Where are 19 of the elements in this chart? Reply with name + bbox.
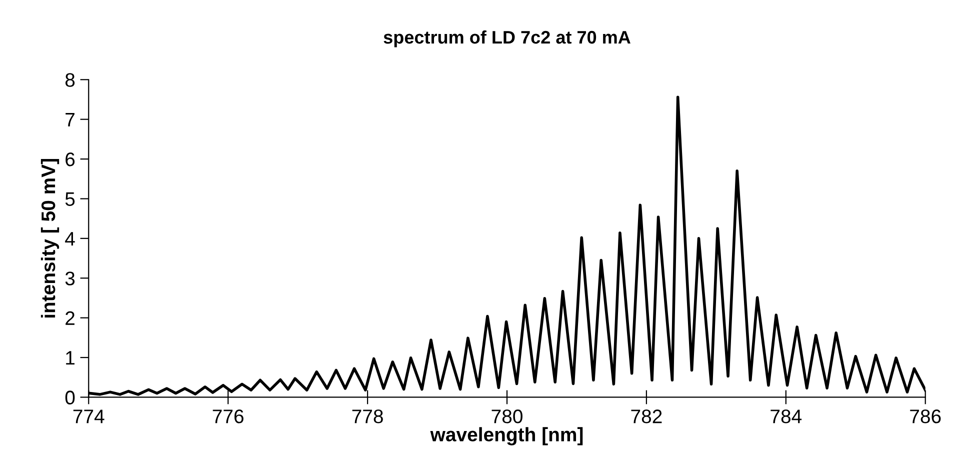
y-tick-label: 5 bbox=[65, 192, 75, 206]
y-tick-label: 8 bbox=[65, 73, 75, 87]
y-tick-label: 3 bbox=[65, 272, 75, 286]
y-tick-label: 6 bbox=[66, 152, 75, 166]
x-tick-label: 778 bbox=[352, 410, 383, 424]
x-axis-title: wavelength [nm] bbox=[430, 427, 583, 446]
y-tick-label: 4 bbox=[65, 232, 75, 246]
x-tick-label: 776 bbox=[212, 410, 244, 424]
x-tick-label: 786 bbox=[910, 410, 941, 424]
y-tick-label: 7 bbox=[66, 113, 74, 126]
chart-title: spectrum of LD 7c2 at 70 mA bbox=[384, 30, 630, 48]
y-tick-label: 0 bbox=[65, 390, 75, 404]
x-tick-label: 774 bbox=[73, 410, 104, 424]
y-tick-label: 1 bbox=[66, 351, 74, 365]
x-tick-label: 780 bbox=[492, 410, 522, 424]
y-axis-title: intensity [ 50 mV] bbox=[40, 159, 60, 318]
x-tick-label: 782 bbox=[631, 410, 662, 424]
y-tick-label: 2 bbox=[66, 311, 74, 325]
x-tick-label: 784 bbox=[770, 410, 802, 424]
